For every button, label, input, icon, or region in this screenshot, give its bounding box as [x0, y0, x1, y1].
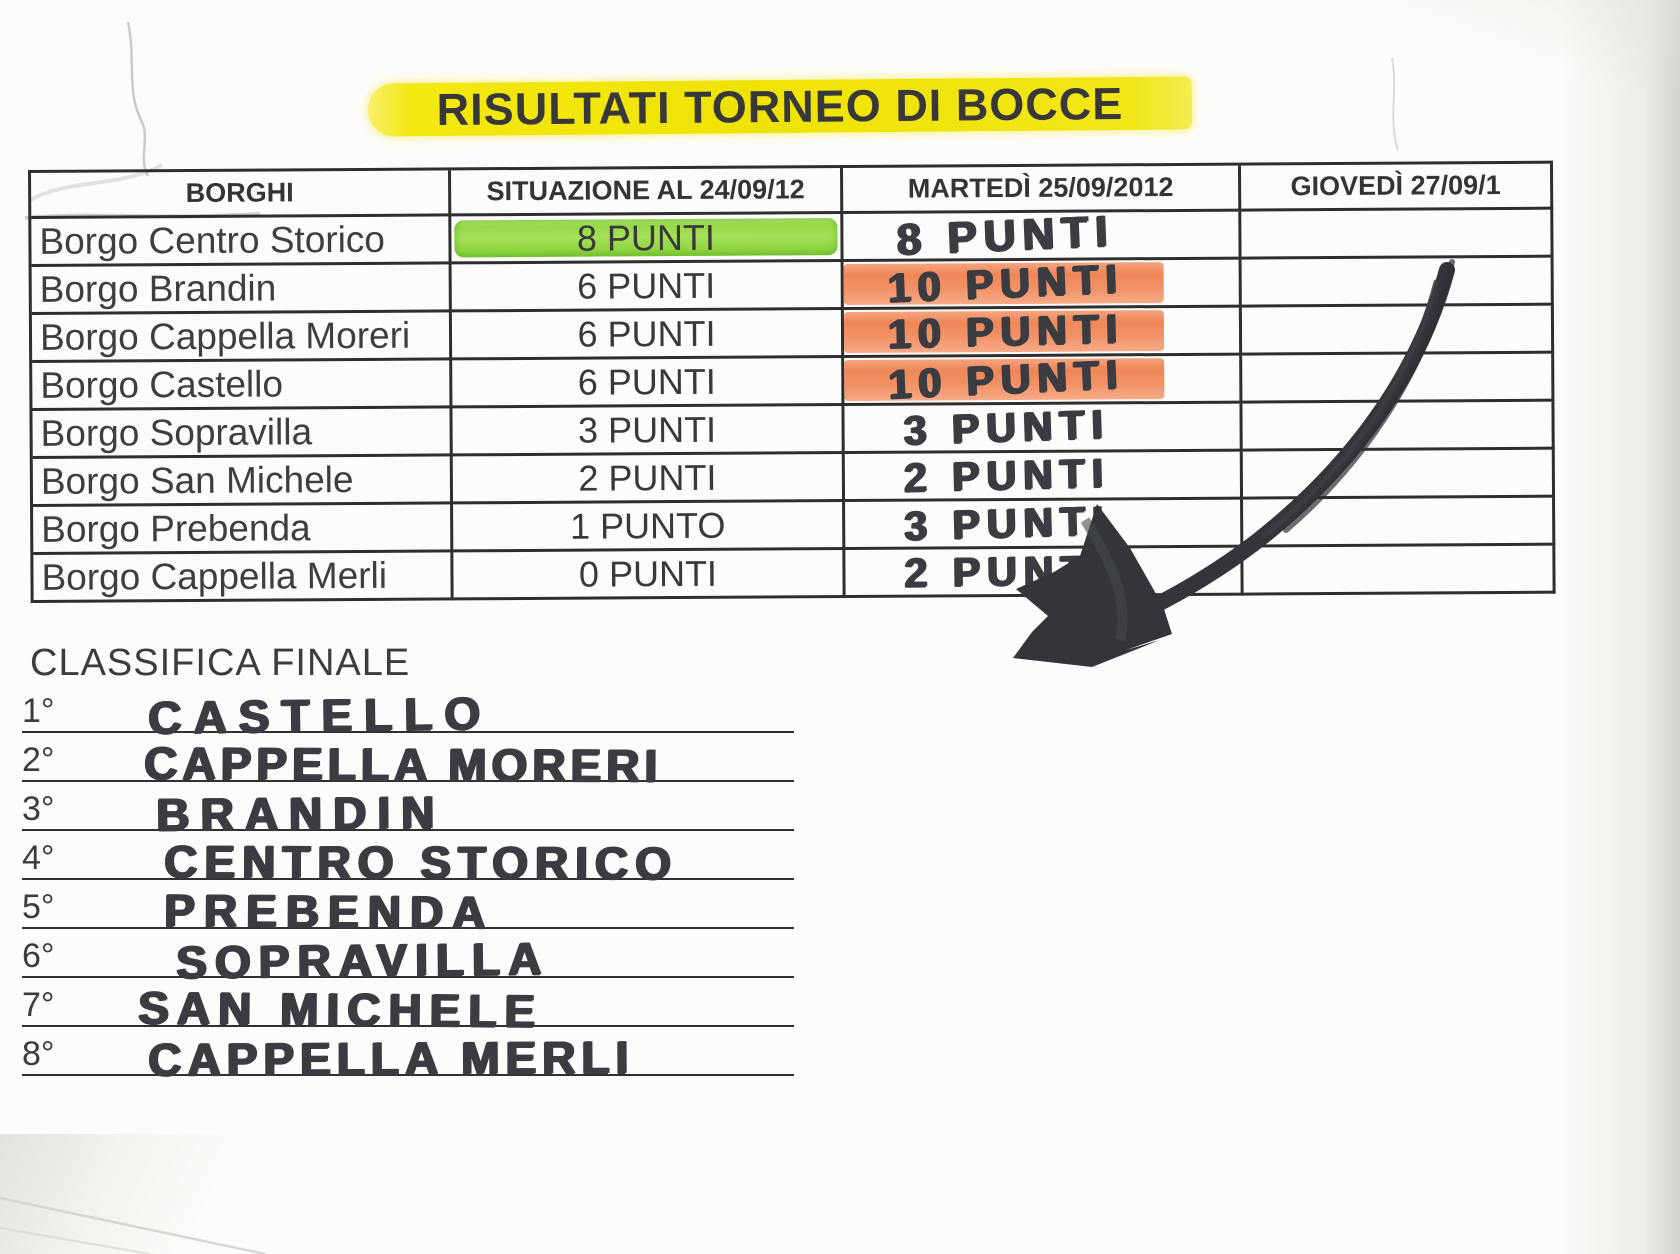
ranking-name-handwritten: CENTRO STORICO — [163, 835, 678, 889]
table-row-martedi: 8 PUNTI — [843, 206, 1242, 264]
situazione-value: 6 PUNTI — [577, 312, 716, 355]
table-row-situazione: 6 PUNTI — [451, 310, 845, 361]
rank-number: 4° — [22, 839, 55, 877]
table-row-martedi: 2 PUNTI — [844, 450, 1244, 503]
header-label: MARTEDÌ 25/09/2012 — [907, 172, 1174, 204]
situazione-value: 8 PUNTI — [576, 216, 716, 259]
ranking-entry: 5° PREBENDA — [22, 880, 794, 939]
borgo-name: Borgo Sopravilla — [40, 410, 313, 454]
table-row-giovedi-empty — [1242, 401, 1555, 452]
ranking-name-handwritten: CAPPELLA MORERI — [143, 736, 663, 792]
rank-number: 5° — [22, 888, 55, 926]
borgo-name: Borgo Cappella Merli — [41, 554, 388, 598]
paper-corner-shade — [1380, 0, 1680, 90]
header-label: SITUAZIONE AL 24/09/12 — [486, 174, 805, 207]
column-header-borghi: BORGHI — [31, 170, 452, 219]
rank-number: 8° — [22, 1035, 55, 1073]
table-row-giovedi-empty — [1241, 305, 1555, 356]
ranking-entry: 3° BRANDIN — [22, 782, 794, 840]
column-header-giovedi: GIOVEDÌ 27/09/1 — [1240, 163, 1554, 212]
paper-fold-shadow — [0, 1134, 320, 1254]
table-row-borgo: Borgo Sopravilla — [32, 408, 453, 459]
rank-number: 2° — [22, 741, 55, 779]
page-title: RISULTATI TORNEO DI BOCCE — [436, 77, 1124, 135]
martedi-value-handwritten: 3 PUNTI — [902, 400, 1111, 454]
situazione-value: 2 PUNTI — [578, 456, 717, 499]
ranking-name-handwritten: BRANDIN — [155, 785, 446, 841]
rank-number: 6° — [22, 937, 55, 975]
table-row-martedi: 3 PUNTI — [844, 401, 1243, 455]
table-row-situazione: 6 PUNTI — [451, 262, 844, 313]
table-row-martedi: 10 PUNTI — [843, 255, 1242, 311]
borgo-name: Borgo Centro Storico — [39, 218, 386, 262]
martedi-value-handwritten: 2 PUNTI — [903, 546, 1111, 596]
ranking-name-handwritten: PREBENDA — [163, 883, 495, 939]
ranking-entry: 2° CAPPELLA MORERI — [22, 733, 794, 791]
table-row-situazione: 6 PUNTI — [452, 358, 845, 409]
borgo-name: Borgo Brandin — [39, 266, 277, 310]
ranking-title: CLASSIFICA FINALE — [30, 642, 411, 684]
table-row-martedi: 10 PUNTI — [843, 305, 1243, 359]
table-row-situazione: 0 PUNTI — [453, 550, 846, 601]
table-row-borgo: Borgo Prebenda — [33, 504, 454, 555]
table-row-giovedi-empty — [1243, 497, 1556, 548]
column-header-situazione: SITUAZIONE AL 24/09/12 — [451, 168, 844, 217]
table-row-borgo: Borgo Cappella Moreri — [31, 312, 453, 363]
column-header-martedi: MARTEDÌ 25/09/2012 — [843, 165, 1242, 215]
table-row-martedi: 10 PUNTI — [844, 351, 1243, 407]
situazione-value: 1 PUNTO — [569, 504, 726, 547]
ranking-entry: 7° SAN MICHELE — [22, 978, 794, 1037]
table-row-borgo: Borgo Brandin — [31, 264, 452, 315]
table-row-giovedi-empty — [1242, 353, 1555, 404]
scanner-edge-shadow — [1560, 0, 1680, 1254]
ranking-name-handwritten: CAPPELLA MERLI — [147, 1030, 635, 1086]
table-row-martedi: 3 PUNTI — [845, 497, 1244, 551]
borgo-name: Borgo Castello — [40, 362, 284, 406]
situazione-value: 6 PUNTI — [577, 360, 716, 403]
table-row-martedi: 2 PUNTI — [845, 546, 1244, 599]
ranking-name-handwritten: CASTELLO — [147, 686, 493, 744]
situazione-value: 3 PUNTI — [577, 408, 717, 451]
table-row-situazione: 1 PUNTO — [453, 502, 846, 553]
table-row-situazione: 8 PUNTI — [451, 214, 844, 265]
rank-number: 3° — [22, 790, 55, 828]
rank-number: 1° — [22, 692, 55, 730]
final-ranking-list: 1° CASTELLO 2° CAPPELLA MORERI 3° BRANDIN 4… — [22, 684, 794, 1085]
situazione-value: 6 PUNTI — [577, 264, 716, 307]
rank-number: 7° — [22, 986, 55, 1024]
table-row-borgo: Borgo Castello — [32, 360, 453, 411]
martedi-value-handwritten: 3 PUNTI — [903, 497, 1111, 549]
table-row-giovedi-empty — [1242, 449, 1556, 500]
ranking-entry: 4° CENTRO STORICO — [22, 831, 794, 889]
table-row-borgo: Borgo San Michele — [32, 456, 454, 507]
ranking-entry: 1° CASTELLO — [22, 684, 794, 743]
table-row-situazione: 2 PUNTI — [452, 454, 846, 505]
header-label: GIOVEDÌ 27/09/1 — [1290, 170, 1501, 202]
ranking-entry: 8° CAPPELLA MERLI — [22, 1027, 794, 1085]
ranking-name-handwritten: SAN MICHELE — [137, 981, 544, 1037]
table-row-giovedi-empty — [1241, 257, 1554, 308]
table-row-giovedi-empty — [1241, 209, 1554, 260]
borgo-name: Borgo Cappella Moreri — [39, 314, 411, 358]
borgo-name: Borgo Prebenda — [41, 506, 311, 550]
table-row-borgo: Borgo Centro Storico — [31, 216, 452, 267]
table-row-situazione: 3 PUNTI — [452, 406, 845, 457]
header-label: BORGHI — [185, 177, 294, 209]
situazione-value: 0 PUNTI — [578, 552, 718, 595]
borgo-name: Borgo San Michele — [40, 458, 354, 502]
title-highlight-bar: RISULTATI TORNEO DI BOCCE — [367, 76, 1193, 137]
results-table: BORGHI SITUAZIONE AL 24/09/12 MARTEDÌ 25… — [28, 160, 1556, 603]
ranking-entry: 6° SOPRAVILLA — [22, 929, 794, 988]
martedi-value-handwritten: 2 PUNTI — [903, 449, 1111, 501]
table-row-giovedi-empty — [1243, 545, 1556, 596]
table-row-borgo: Borgo Cappella Merli — [33, 552, 454, 603]
ranking-name-handwritten: SOPRAVILLA — [175, 932, 550, 988]
